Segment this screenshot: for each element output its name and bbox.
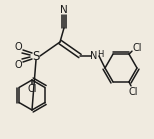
- Text: N: N: [60, 5, 68, 15]
- Text: O: O: [14, 60, 22, 70]
- Text: N: N: [90, 51, 98, 61]
- Text: O: O: [14, 42, 22, 52]
- Text: Cl: Cl: [27, 84, 37, 94]
- Text: Cl: Cl: [132, 43, 142, 53]
- Text: S: S: [32, 49, 40, 63]
- Text: Cl: Cl: [128, 87, 138, 97]
- Text: H: H: [97, 49, 103, 59]
